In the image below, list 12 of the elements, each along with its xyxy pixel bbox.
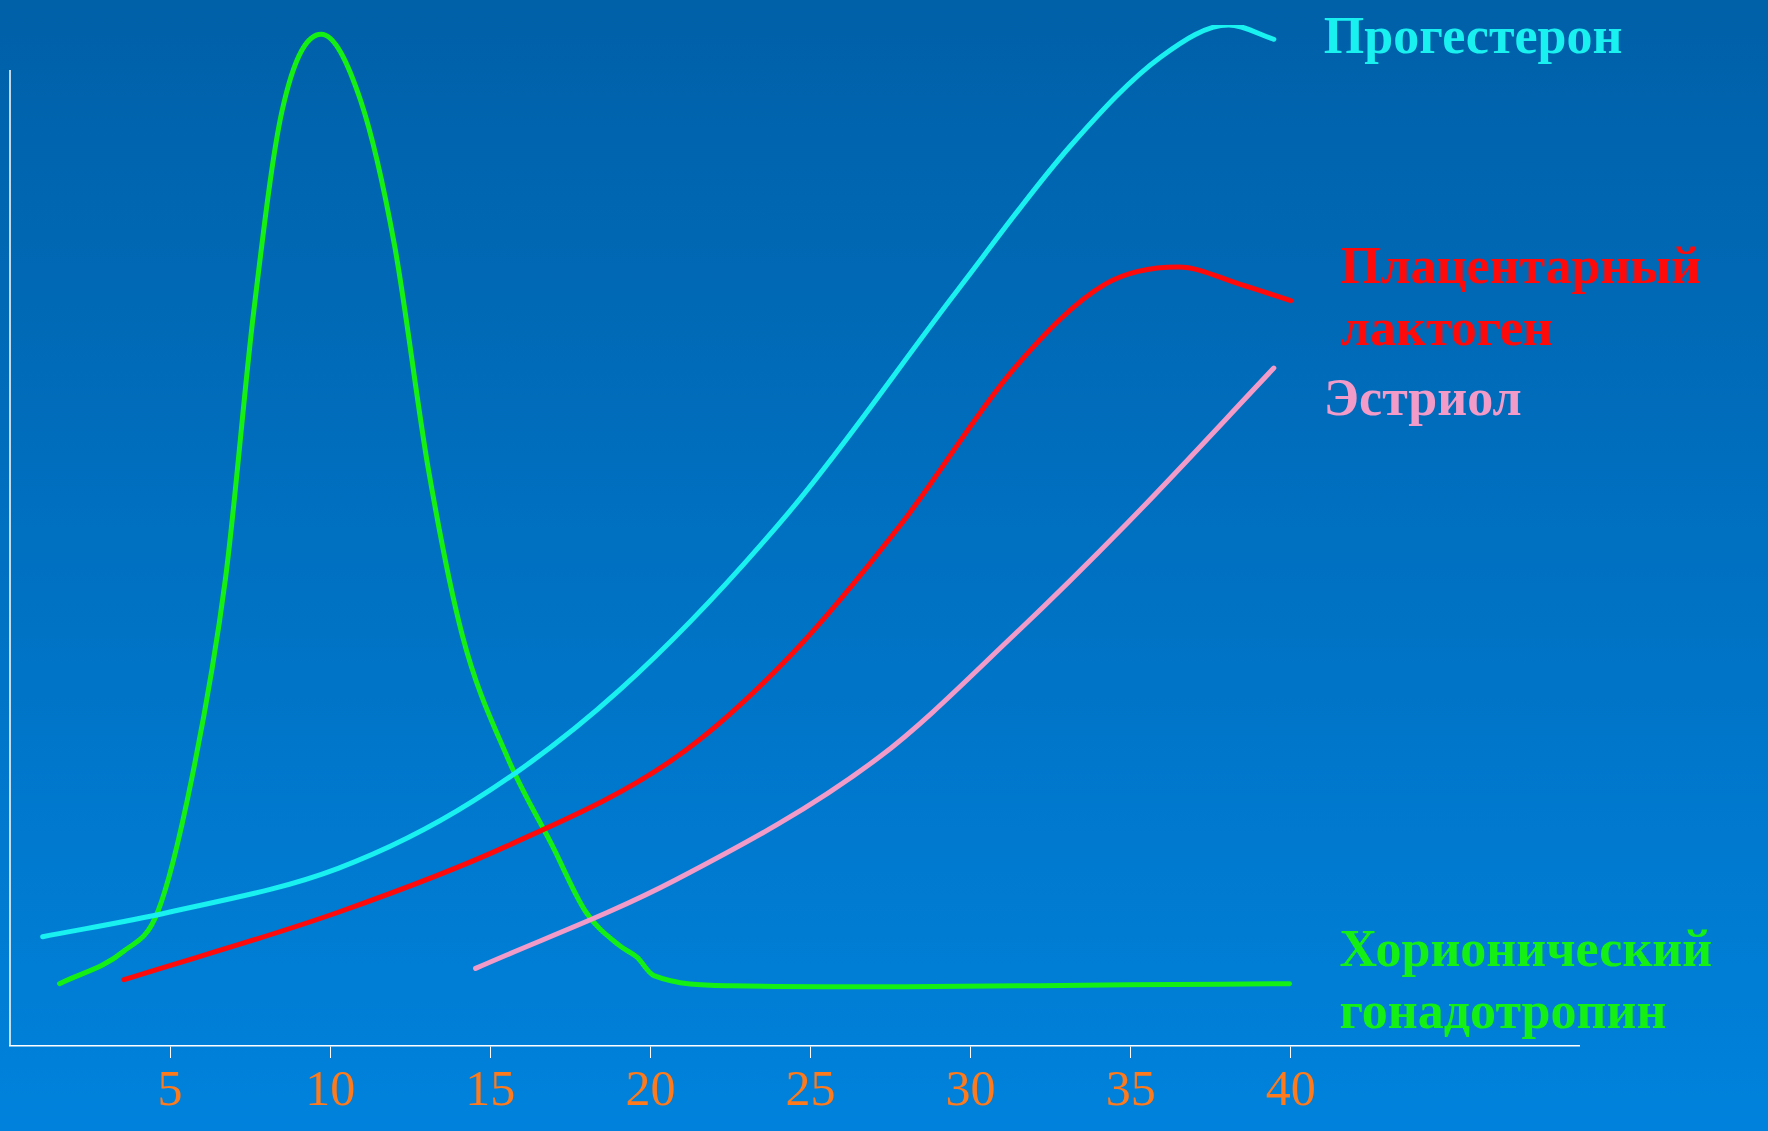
series-label: Плацентарный лактоген <box>1340 237 1702 357</box>
series-label: Прогестерон <box>1323 6 1623 64</box>
x-tick-label: 25 <box>785 1060 836 1117</box>
x-tick-label: 20 <box>625 1060 676 1117</box>
x-tick-label: 40 <box>1265 1060 1316 1117</box>
x-tick-label: 10 <box>305 1060 356 1117</box>
x-tick-label: 30 <box>945 1060 996 1117</box>
x-tick-label: 15 <box>465 1060 516 1117</box>
x-tick-label: 35 <box>1105 1060 1156 1117</box>
series-label: Эстриол <box>1323 369 1522 427</box>
x-tick-label: 5 <box>157 1060 183 1117</box>
series-label: Хорионический гонадотропин <box>1339 920 1713 1040</box>
